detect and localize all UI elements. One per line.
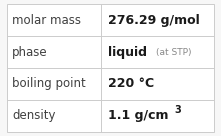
Text: 276.29 g/mol: 276.29 g/mol bbox=[108, 14, 200, 27]
Text: boiling point: boiling point bbox=[12, 78, 86, 90]
Text: 3: 3 bbox=[174, 105, 181, 115]
Text: density: density bbox=[12, 109, 56, 122]
Text: 1.1 g/cm: 1.1 g/cm bbox=[108, 109, 168, 122]
Text: 220 °C: 220 °C bbox=[108, 78, 154, 90]
Text: molar mass: molar mass bbox=[12, 14, 81, 27]
Text: (at STP): (at STP) bbox=[156, 47, 192, 57]
Text: liquid: liquid bbox=[108, 46, 147, 58]
Text: phase: phase bbox=[12, 46, 48, 58]
